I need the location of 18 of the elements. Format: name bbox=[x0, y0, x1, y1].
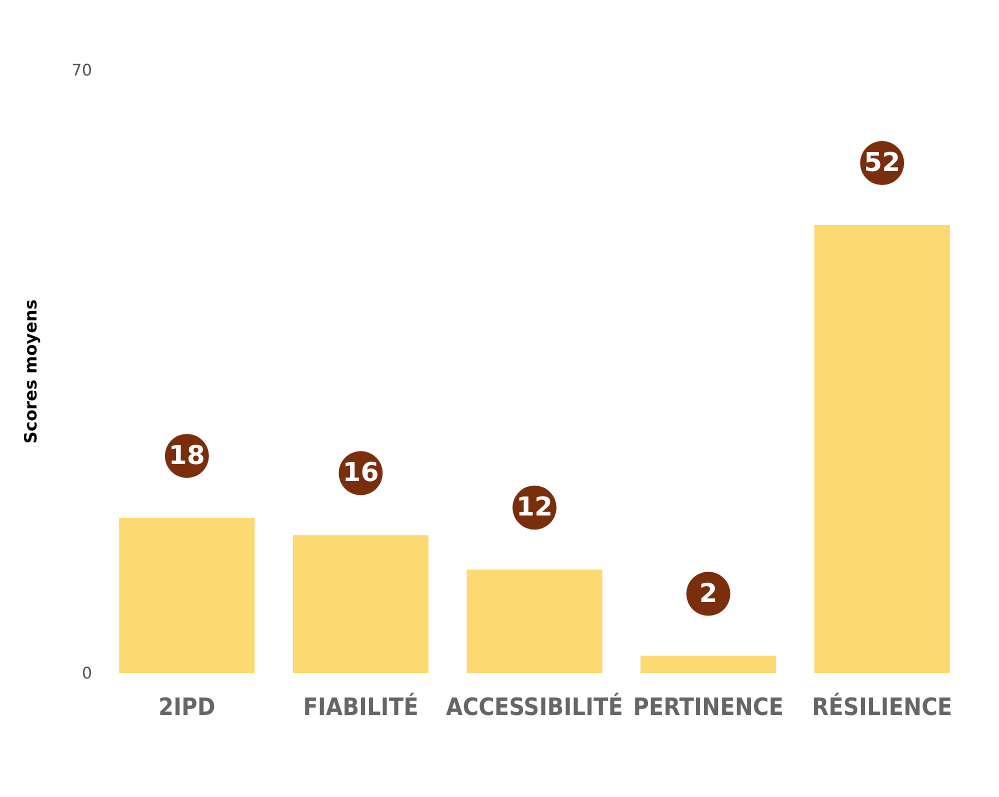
bar bbox=[814, 225, 950, 673]
data-label: 12 bbox=[516, 492, 553, 523]
data-label: 18 bbox=[168, 440, 205, 471]
y-tick-label: 70 bbox=[72, 60, 92, 80]
y-tick-label: 0 bbox=[82, 664, 92, 682]
x-tick-label: PERTINENCE bbox=[633, 693, 784, 721]
bar bbox=[119, 518, 255, 673]
data-label: 16 bbox=[342, 458, 379, 488]
x-tick-label: FIABILITÉ bbox=[303, 692, 418, 721]
data-label: 2 bbox=[699, 578, 718, 609]
data-label: 52 bbox=[864, 148, 900, 178]
x-tick-label: RÉSILIENCE bbox=[812, 692, 952, 721]
bar bbox=[466, 570, 602, 673]
x-tick-label: 2IPD bbox=[158, 693, 216, 721]
bar bbox=[640, 656, 776, 673]
x-tick-label: ACCESSIBILITÉ bbox=[446, 692, 623, 721]
y-axis-title: Scores moyens bbox=[22, 299, 42, 444]
bar bbox=[292, 535, 428, 673]
